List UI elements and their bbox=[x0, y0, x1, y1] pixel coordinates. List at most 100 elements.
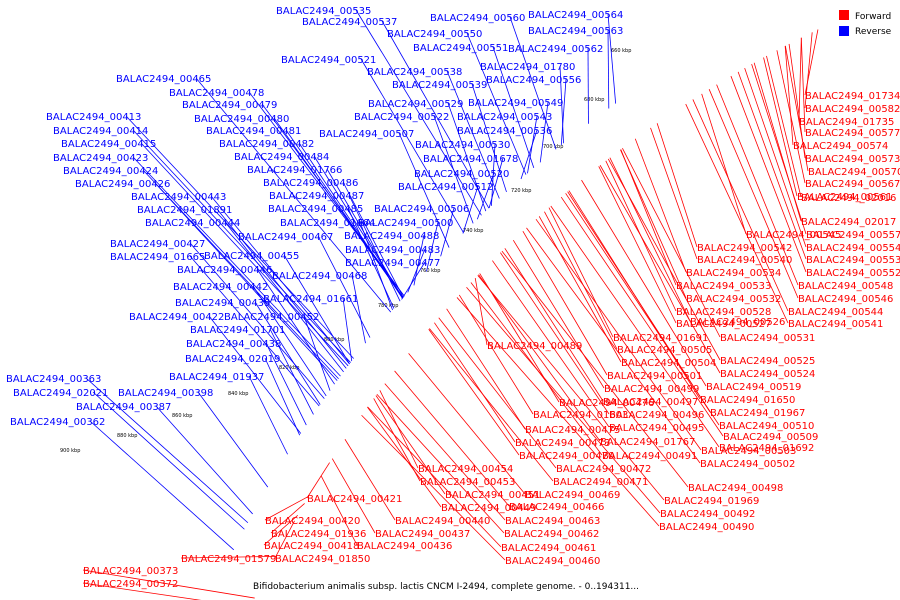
leader-line bbox=[766, 55, 802, 198]
leader-line bbox=[471, 83, 507, 193]
leader-line bbox=[426, 221, 439, 272]
gene-label: BALAC2494_00451 bbox=[445, 490, 540, 501]
gene-label: BALAC2494_00497 bbox=[603, 397, 698, 408]
gene-label: BALAC2494_00519 bbox=[706, 382, 801, 393]
leader-line bbox=[737, 71, 807, 260]
leader-line bbox=[401, 261, 426, 300]
gene-label: BALAC2494_00535 bbox=[276, 6, 371, 17]
leader-line bbox=[560, 196, 724, 437]
gene-label: BALAC2494_01969 bbox=[664, 496, 759, 507]
scale-labels: 660 kbp 680 kbp 700 kbp 720 kbp 740 kbp 760 k… bbox=[60, 48, 631, 454]
gene-label: BALAC2494_00551 bbox=[413, 43, 508, 54]
gene-label: BALAC2494_00540 bbox=[697, 255, 792, 266]
gene-label: BALAC2494_00490 bbox=[659, 522, 754, 533]
gene-label: BALAC2494_00414 bbox=[53, 126, 148, 137]
forward-gene-labels: BALAC2494_01734 BALAC2494_00582 BALAC2494_… bbox=[82, 29, 900, 600]
gene-label: BALAC2494_00427 bbox=[110, 239, 205, 250]
leader-line bbox=[446, 70, 500, 199]
gene-label: BALAC2494_00476 bbox=[559, 398, 654, 409]
scale-tick-label: 800 kbp bbox=[324, 337, 344, 343]
gene-label: BALAC2494_00453 bbox=[420, 477, 515, 488]
gene-label: BALAC2494_00560 bbox=[430, 13, 525, 24]
gene-label: BALAC2494_00524 bbox=[720, 369, 815, 380]
gene-label: BALAC2494_00488 bbox=[344, 231, 439, 242]
gene-label: BALAC2494_00543 bbox=[457, 112, 552, 123]
leader-line bbox=[804, 32, 813, 109]
leader-line bbox=[509, 16, 557, 150]
gene-label: BALAC2494_00574 bbox=[793, 141, 888, 152]
leader-line bbox=[82, 582, 202, 600]
leader-line bbox=[751, 64, 807, 235]
gene-label: BALAC2494_00528 bbox=[676, 307, 771, 318]
leader-line bbox=[492, 46, 535, 168]
gene-label: BALAC2494_00387 bbox=[76, 402, 171, 413]
gene-label: BALAC2494_00415 bbox=[61, 139, 156, 150]
gene-label: BALAC2494_00542 bbox=[697, 243, 792, 254]
leader-line bbox=[544, 211, 618, 350]
leader-line bbox=[560, 78, 567, 146]
gene-label: BALAC2494_00454 bbox=[418, 464, 513, 475]
scale-tick-label: 680 kbp bbox=[584, 97, 604, 103]
gene-label: BALAC2494_00496 bbox=[609, 410, 704, 421]
leader-line bbox=[208, 315, 302, 434]
gene-label: BALAC2494_00549 bbox=[468, 98, 563, 109]
leader-line bbox=[784, 45, 809, 172]
gene-label: BALAC2494_00562 bbox=[508, 44, 603, 55]
gene-label: BALAC2494_00487 bbox=[269, 191, 364, 202]
leader-line bbox=[256, 268, 335, 385]
scale-tick-label: 880 kbp bbox=[117, 433, 137, 439]
scale-tick-label: 820 kbp bbox=[279, 365, 299, 371]
gene-label: BALAC2494_01691 bbox=[613, 333, 708, 344]
leader-line bbox=[581, 179, 707, 387]
leader-line bbox=[376, 393, 505, 534]
gene-label: BALAC2494_00418 bbox=[264, 541, 359, 552]
leader-line bbox=[438, 317, 557, 469]
gene-label: BALAC2494_00570 bbox=[808, 167, 900, 178]
gene-label: BALAC2494_00363 bbox=[6, 374, 101, 385]
leader-line bbox=[82, 569, 255, 599]
leader-line bbox=[367, 406, 502, 548]
gene-label: BALAC2494_00413 bbox=[46, 112, 141, 123]
leader-line bbox=[488, 157, 504, 209]
leader-line bbox=[520, 129, 538, 180]
leader-line bbox=[347, 207, 395, 309]
leader-line bbox=[224, 221, 344, 373]
gene-label: BALAC2494_00421 bbox=[307, 494, 402, 505]
gene-label: BALAC2494_00443 bbox=[131, 192, 226, 203]
gene-label: BALAC2494_00471 bbox=[553, 477, 648, 488]
gene-label: BALAC2494_00492 bbox=[660, 509, 755, 520]
gene-label: BALAC2494_00444 bbox=[145, 218, 240, 229]
scale-tick-label: 720 kbp bbox=[511, 188, 531, 194]
leader-line bbox=[429, 328, 554, 482]
scale-tick-label: 780 kbp bbox=[378, 303, 398, 309]
leader-line bbox=[512, 239, 605, 389]
leader-line bbox=[154, 182, 338, 381]
gene-label: BALAC2494_00573 bbox=[805, 154, 900, 165]
gene-label: BALAC2494_00557 bbox=[806, 230, 900, 241]
gene-label: BALAC2494_00510 bbox=[719, 421, 814, 432]
gene-label: BALAC2494_00438 bbox=[186, 339, 281, 350]
leader-line bbox=[92, 391, 245, 530]
gene-label: BALAC2494_00548 bbox=[798, 281, 893, 292]
leader-line bbox=[565, 193, 720, 426]
gene-label: BALAC2494_02017 bbox=[801, 217, 896, 228]
leader-line bbox=[634, 138, 687, 273]
leader-line bbox=[263, 514, 298, 546]
gene-label: BALAC2494_00372 bbox=[83, 579, 178, 590]
gene-label: BALAC2494_00554 bbox=[806, 243, 900, 254]
gene-label: BALAC2494_02021 bbox=[13, 388, 108, 399]
gene-label: BALAC2494_00480 bbox=[194, 114, 289, 125]
leader-line bbox=[89, 420, 235, 551]
leader-line bbox=[303, 315, 331, 391]
gene-label: BALAC2494_00533 bbox=[676, 281, 771, 292]
leader-line bbox=[784, 45, 794, 146]
gene-label: BALAC2494_00567 bbox=[805, 179, 900, 190]
gene-label: BALAC2494_00470 bbox=[519, 451, 614, 462]
gene-label: BALAC2494_00426 bbox=[75, 179, 170, 190]
gene-label: BALAC2494_00484 bbox=[234, 152, 329, 163]
gene-label: BALAC2494_00532 bbox=[686, 294, 781, 305]
gene-label: BALAC2494_00472 bbox=[556, 464, 651, 475]
gene-label: BALAC2494_00498 bbox=[688, 483, 783, 494]
gene-label: BALAC2494_00537 bbox=[302, 17, 397, 28]
